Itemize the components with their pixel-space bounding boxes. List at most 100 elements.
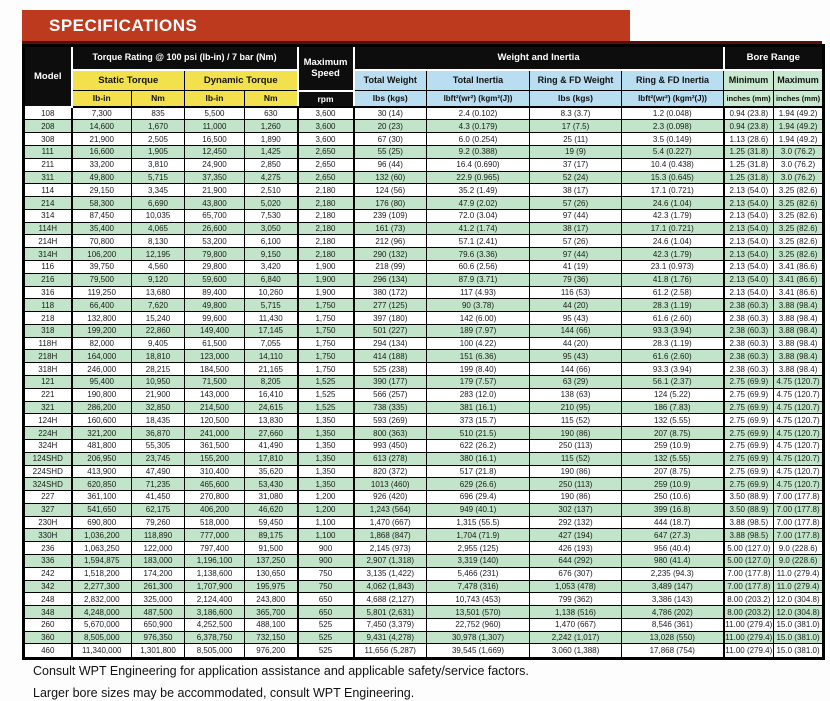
cell: 67 (30) [352,132,427,146]
cell: 1,260 [244,119,298,134]
cell: 1,200 [296,490,354,504]
cell: 413,900 [70,464,132,479]
group-header-torque-rating: Torque Rating @ 100 psi (lb-in) / 7 bar … [70,44,299,71]
cell: 2,124,400 [184,592,245,607]
cell: 2.75 (69.9) [722,451,775,466]
spec-table-body: 108 7,300 835 5,500 630 3,600 30 (14) 2.4 (0.10… [23,105,825,659]
cell: 28.3 (1.19) [620,336,725,351]
model-cell: 327 [23,502,72,517]
cell: 4,062 (1,843) [352,579,427,594]
cell: 9,120 [131,272,185,287]
cell: 2,180 [296,247,354,262]
cell: 302 (137) [529,502,622,517]
cell: 5,715 [131,170,185,185]
cell: 21,900 [70,132,132,146]
cell: 1.25 (31.8) [722,170,775,185]
cell: 20 (23) [352,119,427,134]
cell: 155,200 [184,451,245,466]
cell: 22,860 [131,323,185,338]
cell: 3.25 (82.6) [773,183,825,198]
cell: 517 (21.8) [426,464,530,479]
cell: 292 (132) [529,515,622,530]
cell: 1,525 [296,387,354,402]
cell: 1,750 [296,362,354,377]
model-cell: 116 [23,260,72,274]
cell: 1,138 (516) [529,605,622,619]
cell: 1.2 (0.048) [620,105,725,121]
cell: 39,750 [70,260,132,274]
cell: 89,400 [184,285,245,300]
model-cell: 230H [23,515,72,530]
cell: 3.88 (98.5) [722,528,775,543]
cell: 47,490 [131,464,185,479]
model-cell: 118H [23,336,72,351]
cell: 199 (8.40) [426,362,530,377]
cell: 9,405 [131,336,185,351]
cell: 676 (307) [529,566,622,581]
cell: 1,196,100 [184,553,245,568]
cell: 116 (53) [529,285,622,300]
cell: 44 (20) [529,298,622,313]
cell: 164,000 [70,349,132,364]
cell: 900 [296,553,354,568]
model-cell: 218 [23,311,72,325]
cell: 2.13 (54.0) [722,183,775,198]
cell: 2.75 (69.9) [722,375,775,389]
table-row: 111 16,600 1,905 12,450 1,425 2,650 55 (25) 9.2… [23,144,825,159]
unit-header-total-inertia: lbft²(wr²) (kgm²(J)) [426,90,530,108]
cell: 750 [296,579,354,594]
cell: 132,800 [70,311,132,325]
cell: 2,180 [296,183,354,198]
cell: 25 (11) [529,132,622,146]
table-row: 321 286,200 32,850 214,500 24,615 1,525 738 (3… [23,400,825,415]
cell: 82,000 [70,336,132,351]
cell: 7,450 (3,379) [352,617,427,632]
cell: 620,850 [70,477,132,492]
cell: 4.75 (120.7) [773,413,825,428]
cell: 210 (95) [529,400,622,415]
cell: 9,150 [244,247,298,262]
unit-header-dynamic-nm: Nm [244,90,298,108]
table-row: 224SHD 413,900 47,490 310,400 35,620 1,350 820… [23,464,825,479]
model-cell: 324H [23,438,72,453]
cell: 19 (9) [529,144,622,159]
cell: 593 (269) [352,413,427,428]
cell: 23,745 [131,451,185,466]
cell: 38 (17) [529,183,622,198]
unit-header-rpm: rpm [296,89,355,108]
cell: 3.88 (98.4) [773,298,825,313]
group-header-maximum-speed: Maximum Speed [296,44,355,92]
cell: 11.0 (279.4) [773,566,825,581]
cell: 5,801 (2,631) [352,605,427,619]
cell: 294 (134) [352,336,427,351]
cell: 17.1 (0.721) [620,183,725,198]
cell: 15.0 (381.0) [773,643,825,659]
cell: 206,950 [70,451,132,466]
table-row: 118 66,400 7,620 49,800 5,715 1,750 277 (125) 9… [23,298,825,313]
cell: 7.00 (177.8) [722,579,775,594]
cell: 6,100 [244,234,298,249]
cell: 3.88 (98.4) [773,336,825,351]
cell: 122,000 [131,541,185,555]
table-row: 311 49,800 5,715 37,350 4,275 2,650 132 (60) 22… [23,170,825,185]
cell: 239 (109) [352,208,427,223]
cell: 174,200 [131,566,185,581]
cell: 3,489 (147) [620,579,725,594]
cell: 1,525 [296,375,354,389]
cell: 4,786 (202) [620,605,725,619]
cell: 9.2 (0.388) [426,144,530,159]
cell: 2,955 (125) [426,541,530,555]
model-cell: 336 [23,553,72,568]
model-cell: 118 [23,298,72,313]
cell: 2.75 (69.9) [722,438,775,453]
table-row: 308 21,900 2,505 16,500 1,890 3,600 67 (30) 6.0… [23,132,825,146]
model-cell: 216 [23,272,72,287]
cell: 58,300 [70,196,132,210]
cell: 3.88 (98.4) [773,362,825,377]
cell: 12,195 [131,247,185,262]
cell: 72.0 (3.04) [426,208,530,223]
table-row: 314H 106,200 12,195 79,800 9,150 2,180 290 (13… [23,247,825,262]
cell: 15.0 (381.0) [773,617,825,632]
table-row: 114 29,150 3,345 21,900 2,510 2,180 124 (56) 35… [23,183,825,198]
cell: 414 (188) [352,349,427,364]
